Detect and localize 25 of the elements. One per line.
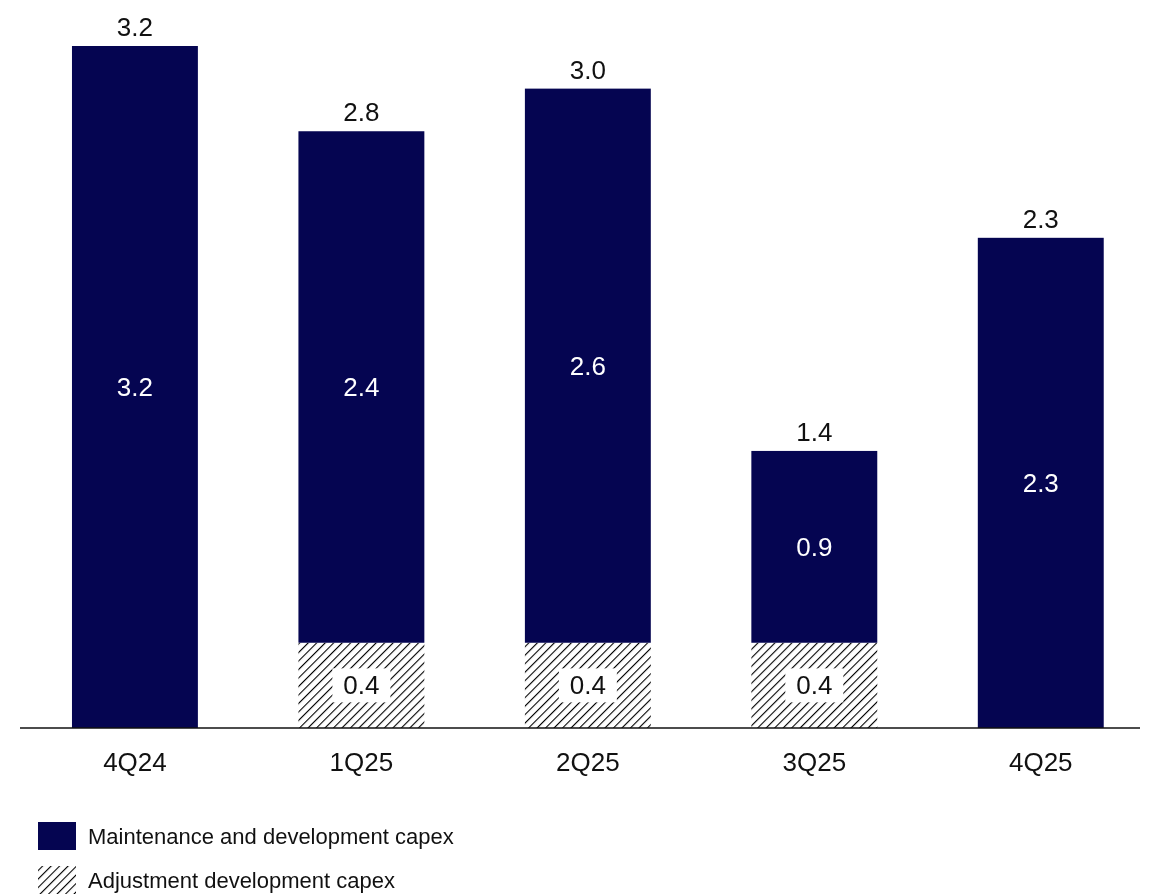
legend-label: Maintenance and development capex <box>88 823 454 849</box>
total-label: 2.3 <box>1022 203 1059 234</box>
bar <box>977 237 1104 728</box>
data-label: 0.4 <box>343 670 380 701</box>
data-label: 3.2 <box>116 372 154 403</box>
bar <box>751 450 878 643</box>
x-tick-label: 4Q24 <box>103 747 167 777</box>
x-tick-label: 1Q25 <box>329 747 394 777</box>
total-label: 2.8 <box>343 97 380 128</box>
x-tick-label: 3Q25 <box>782 747 847 777</box>
bar <box>298 131 425 643</box>
legend-label: Adjustment development capex <box>88 867 395 893</box>
data-label: 0.4 <box>796 670 833 701</box>
data-label: 0.9 <box>796 531 833 562</box>
data-label: 0.4 <box>569 670 606 701</box>
total-label: 1.4 <box>796 416 833 447</box>
bar <box>524 88 651 643</box>
total-label: 3.2 <box>116 12 154 42</box>
data-label: 2.3 <box>1022 468 1059 499</box>
data-label: 2.6 <box>569 350 606 381</box>
total-label: 3.0 <box>569 54 606 85</box>
bar <box>71 46 198 728</box>
data-label: 2.4 <box>343 372 380 403</box>
x-tick-label: 2Q25 <box>556 747 620 777</box>
x-tick-label: 4Q25 <box>1008 747 1073 777</box>
